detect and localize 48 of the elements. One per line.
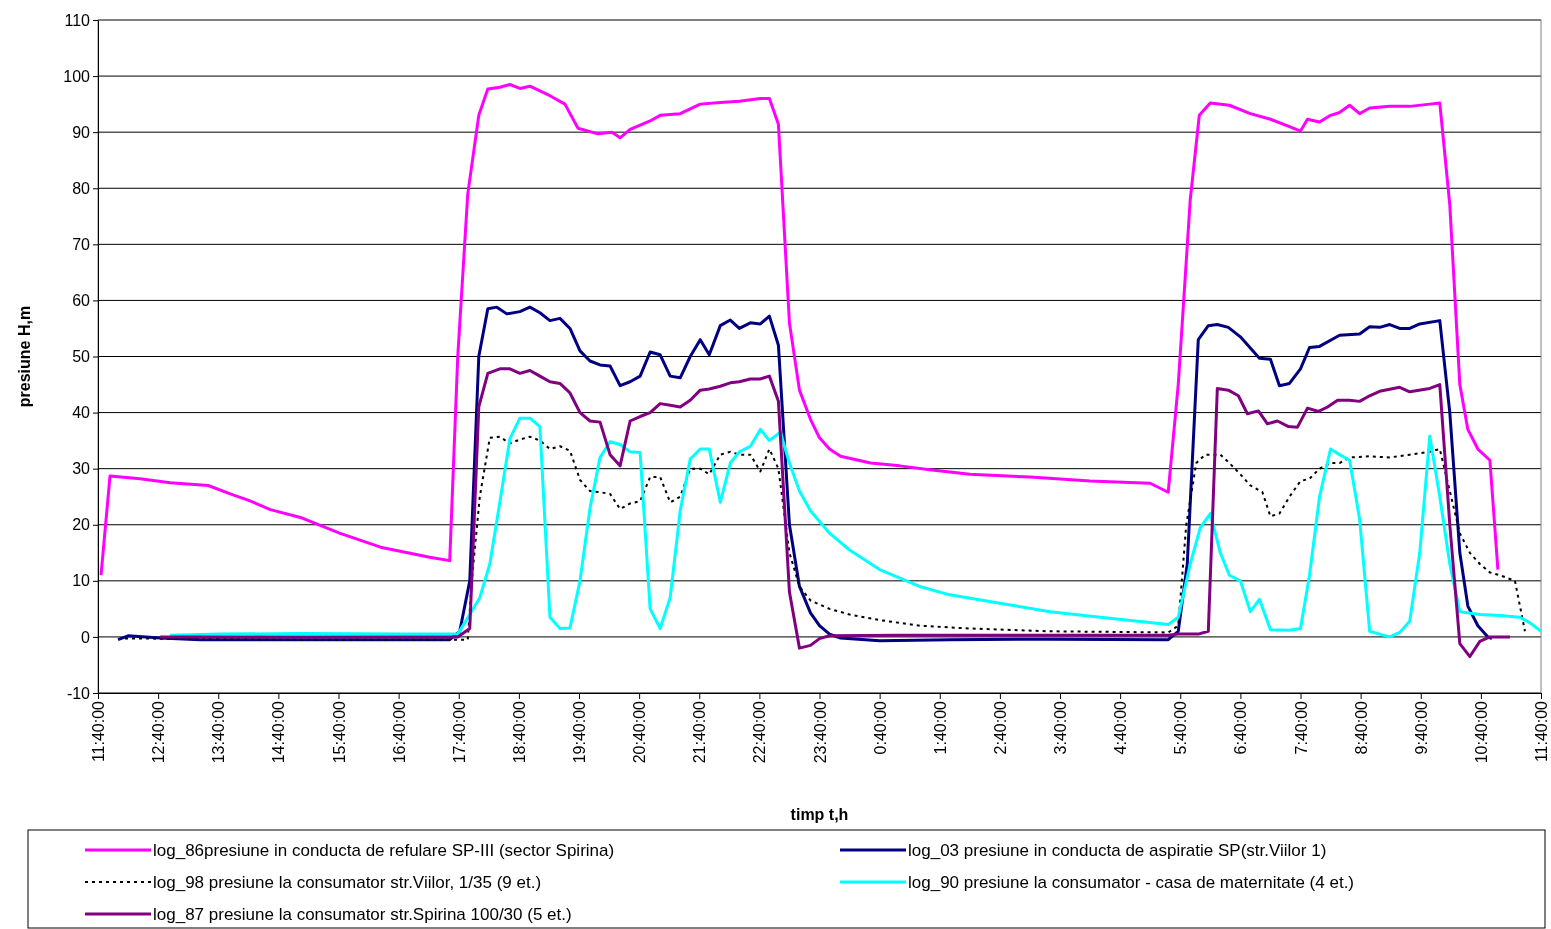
y-axis-title: presiune H,m — [16, 305, 33, 408]
x-axis-title: timp t,h — [790, 806, 849, 823]
line-series — [99, 83, 1500, 577]
x-tick-label: 10:40:00 — [1472, 700, 1490, 764]
y-tick-label: 90 — [72, 123, 91, 141]
x-tick-label: 6:40:00 — [1232, 700, 1250, 755]
x-tick-label: 19:40:00 — [571, 700, 589, 764]
x-tick-label: 2:40:00 — [991, 700, 1009, 755]
x-tick-label: 3:40:00 — [1052, 700, 1070, 755]
x-tick-label: 11:40:00 — [90, 700, 108, 763]
y-tick-label: 60 — [72, 292, 91, 310]
x-tick-label: 17:40:00 — [450, 700, 468, 764]
y-tick-label: 0 — [81, 628, 91, 646]
x-tick-label: 7:40:00 — [1292, 700, 1310, 755]
x-tick-label: 8:40:00 — [1352, 700, 1370, 755]
x-tick-label: 20:40:00 — [631, 700, 649, 764]
x-tick-label: 22:40:00 — [751, 700, 769, 764]
y-tick-label: 10 — [72, 572, 91, 590]
legend-label: log_87 presiune la consumator str.Spirina 100/30 (5 et.) — [153, 905, 572, 924]
x-tick-label: 12:40:00 — [150, 700, 168, 764]
x-tick-label: 9:40:00 — [1412, 700, 1430, 755]
x-tick-label: 1:40:00 — [931, 700, 949, 755]
legend-label: log_98 presiune la consumator str.Viilor, 1/35 (9 et.) — [153, 873, 542, 892]
x-tick-label: 16:40:00 — [390, 700, 408, 764]
x-tick-label: 13:40:00 — [210, 700, 228, 764]
x-tick-label: 21:40:00 — [691, 700, 709, 764]
x-tick-label: 18:40:00 — [510, 700, 528, 764]
y-tick-label: 70 — [72, 235, 91, 253]
y-tick-label: 80 — [72, 179, 91, 197]
y-tick-label: 40 — [72, 404, 91, 422]
x-tick-label: 5:40:00 — [1172, 700, 1190, 755]
x-tick-label: 0:40:00 — [871, 700, 889, 755]
line-series — [158, 367, 1512, 659]
x-tick-label: 4:40:00 — [1112, 700, 1130, 755]
line-series — [116, 305, 1494, 643]
y-tick-label: 100 — [63, 67, 91, 85]
legend-label: log_86presiune in conducta de refulare SP-III (sector Spirina) — [153, 841, 615, 860]
y-tick-label: 110 — [64, 11, 91, 29]
y-tick-label: 50 — [72, 348, 91, 366]
x-tick-label: 23:40:00 — [811, 700, 829, 764]
y-tick-label: -10 — [66, 684, 91, 702]
x-tick-label: 14:40:00 — [270, 700, 288, 764]
legend-label: log_03 presiune in conducta de aspiratie SP(str.Viilor 1) — [908, 841, 1327, 860]
legend-label: log_90 presiune la consumator - casa de maternitate (4 et.) — [908, 873, 1355, 892]
x-tick-label: 11:40:00 — [1533, 700, 1551, 763]
y-tick-label: 20 — [72, 516, 91, 534]
y-tick-label: 30 — [72, 460, 91, 478]
x-tick-label: 15:40:00 — [330, 700, 348, 764]
